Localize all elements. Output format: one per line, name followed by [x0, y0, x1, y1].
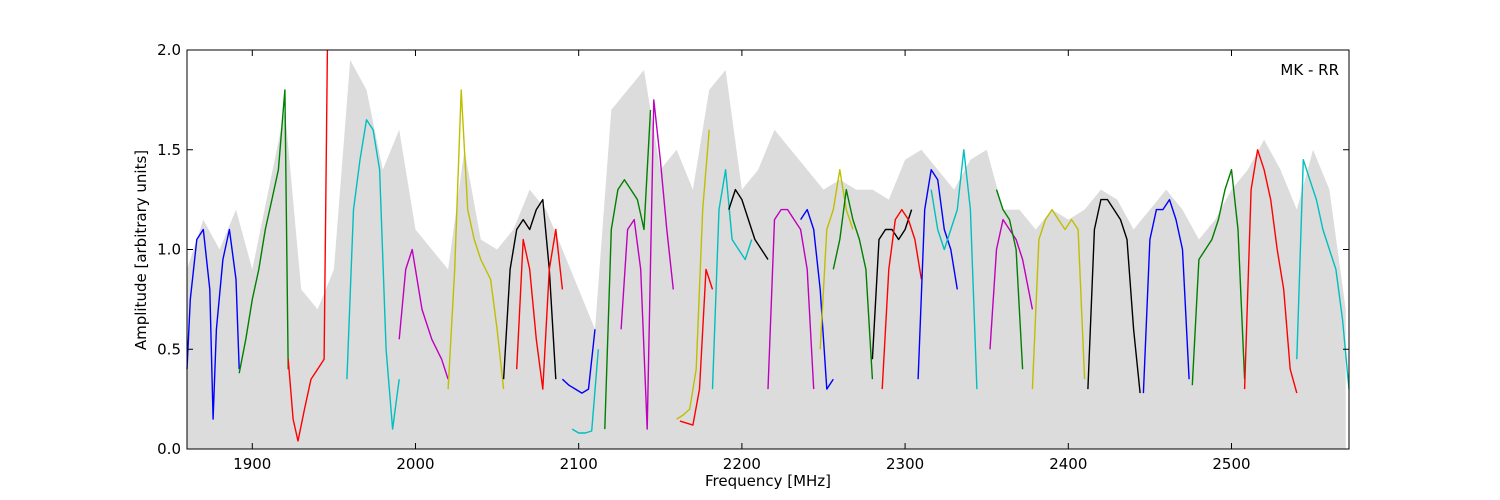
series-line-2 — [287, 49, 329, 442]
x-axis-label: Frequency [MHz] — [705, 472, 831, 490]
series-line-1 — [238, 89, 289, 374]
x-tick-label: 2300 — [886, 455, 924, 473]
series-line-13 — [679, 268, 714, 426]
series-line-25 — [995, 189, 1024, 370]
x-tick-label: 2000 — [396, 455, 434, 473]
series-line-23 — [930, 149, 978, 390]
series-layer — [186, 49, 1350, 442]
background-envelope — [187, 60, 1346, 449]
y-tick-label: 1.5 — [157, 141, 181, 159]
y-tick-label: 1.0 — [157, 241, 181, 259]
x-axis-ticks: 1900 2000 2100 2200 2300 2400 2500 — [233, 50, 1251, 473]
series-line-0 — [186, 228, 240, 420]
x-tick-label: 2200 — [723, 455, 761, 473]
series-line-14 — [711, 168, 753, 390]
series-line-18 — [819, 168, 854, 350]
series-line-4 — [398, 248, 449, 380]
series-line-16 — [767, 208, 815, 390]
series-line-3 — [346, 119, 400, 430]
series-line-29 — [1191, 168, 1246, 386]
series-line-17 — [800, 208, 834, 390]
series-line-15 — [728, 188, 769, 260]
series-line-5 — [447, 89, 505, 390]
series-line-12 — [676, 129, 710, 420]
series-line-6 — [502, 198, 557, 380]
series-line-31 — [1296, 158, 1350, 390]
series-line-21 — [881, 208, 923, 390]
x-tick-label: 2500 — [1212, 455, 1250, 473]
series-line-28 — [1142, 198, 1190, 394]
annotation-label: MK - RR — [1280, 61, 1339, 79]
series-line-20 — [871, 209, 913, 360]
y-tick-label: 0.5 — [157, 340, 181, 358]
envelope-area — [187, 60, 1346, 449]
series-line-10 — [604, 109, 652, 430]
series-line-7 — [516, 228, 564, 390]
y-tick-label: 2.0 — [157, 41, 181, 59]
x-tick-label: 2400 — [1049, 455, 1087, 473]
series-line-30 — [1243, 149, 1298, 394]
series-line-8 — [561, 329, 596, 394]
series-line-9 — [571, 349, 599, 434]
series-line-22 — [917, 168, 958, 380]
series-line-11 — [620, 99, 674, 430]
series-line-24 — [989, 218, 1034, 350]
y-axis-label: Amplitude [arbitrary units] — [132, 150, 150, 350]
x-tick-label: 2100 — [560, 455, 598, 473]
x-tick-label: 1900 — [233, 455, 271, 473]
series-line-19 — [832, 188, 874, 380]
y-tick-label: 0.0 — [157, 440, 181, 458]
series-line-26 — [1031, 208, 1086, 390]
series-line-27 — [1087, 198, 1141, 394]
y-axis-ticks: 0.0 0.5 1.0 1.5 2.0 — [157, 41, 1349, 458]
